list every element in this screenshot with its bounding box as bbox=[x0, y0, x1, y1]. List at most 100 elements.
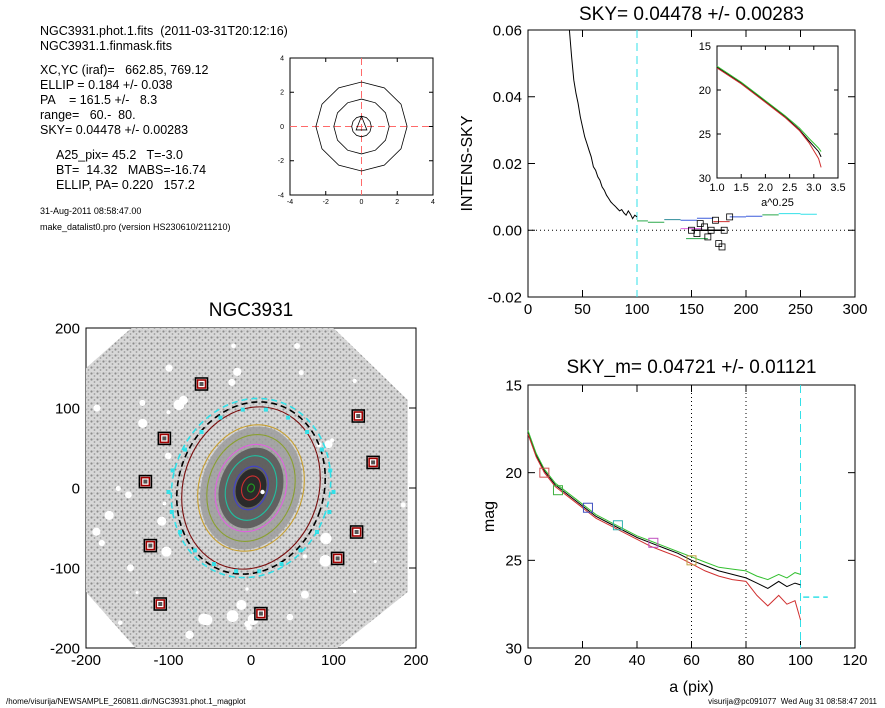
centroid-xtick-label: 4 bbox=[431, 199, 435, 206]
centroid-ytick-label: -2 bbox=[278, 158, 284, 165]
mag-xtick-label: 60 bbox=[683, 652, 700, 669]
map-ytick-label: 200 bbox=[55, 320, 80, 337]
map-mask-box-inner bbox=[140, 476, 151, 487]
inset-profile-line bbox=[716, 65, 822, 152]
map-mask-hole bbox=[92, 527, 101, 536]
map-xtick-label: 100 bbox=[321, 652, 346, 669]
map-mask-hole bbox=[294, 343, 301, 349]
mag-marker bbox=[612, 520, 623, 531]
sky-annulus-point bbox=[704, 233, 712, 241]
map-sky-sample bbox=[170, 468, 175, 473]
map-mask-hole bbox=[226, 610, 239, 623]
mag-ylabel: mag bbox=[481, 501, 498, 532]
map-sky-sample bbox=[331, 490, 336, 494]
sky-annulus-point bbox=[726, 213, 734, 221]
galaxy-map-plot: -200 -100 0 100 200 -200 -100 0 100 200 NGC3931 bbox=[50, 300, 429, 669]
mag-xlabel: a (pix) bbox=[669, 679, 713, 696]
mag-xtick-label: 40 bbox=[629, 652, 646, 669]
map-mask-hole bbox=[162, 501, 167, 506]
inset-xtick-label: 2.0 bbox=[758, 182, 773, 194]
sky-annulus-point bbox=[720, 226, 728, 234]
derived-ellip-pa: ELLIP, PA= 0.220 157.2 bbox=[56, 178, 195, 192]
inset-ytick-label: 20 bbox=[699, 85, 711, 97]
map-ytick-label: -200 bbox=[50, 640, 80, 657]
map-mask-hole bbox=[233, 367, 242, 376]
centroid-xtick-label: -4 bbox=[287, 199, 293, 206]
mag-profile-plot: 0 20 40 60 80 100 120 15 20 25 30 SKY_m= 0.04721 +/… bbox=[481, 357, 868, 696]
centroid-ytick-label: 4 bbox=[280, 55, 284, 62]
map-mask-hole bbox=[324, 440, 333, 449]
map-mask-hole bbox=[352, 589, 357, 594]
mag-xtick-label: 20 bbox=[574, 652, 591, 669]
sky-xtick-label: 250 bbox=[788, 301, 813, 318]
sky-ytick-label: 0.00 bbox=[493, 223, 522, 240]
map-isophote bbox=[214, 443, 288, 533]
map-sky-sample bbox=[319, 447, 324, 452]
mag-frame bbox=[527, 384, 856, 649]
map-field bbox=[86, 328, 408, 648]
map-sky-sample bbox=[298, 548, 303, 553]
map-mask-hole bbox=[298, 370, 304, 376]
map-mask-hole bbox=[125, 491, 132, 499]
inset-frame bbox=[716, 45, 839, 179]
centroid-contour bbox=[351, 115, 372, 138]
centroid-core-contour bbox=[355, 116, 368, 131]
inset-ytick-label: 15 bbox=[699, 41, 711, 53]
mag-marker bbox=[648, 537, 659, 548]
map-mask-box-core bbox=[148, 543, 153, 548]
map-xtick-label: -100 bbox=[153, 652, 183, 669]
map-mask-hole bbox=[173, 399, 185, 411]
map-mask-hole bbox=[320, 532, 332, 545]
map-isophote bbox=[247, 483, 255, 493]
inset-xtick-label: 1.5 bbox=[734, 182, 749, 194]
program-version: make_datalist0.pro (version HS230610/211… bbox=[40, 222, 231, 232]
map-mask-hole bbox=[245, 587, 249, 591]
map-sky-sample bbox=[327, 510, 332, 514]
param-sky: SKY= 0.04478 +/- 0.00283 bbox=[40, 123, 189, 137]
map-isophote bbox=[233, 465, 269, 511]
map-sky-sample bbox=[199, 430, 204, 434]
centroid-ytick-label: -4 bbox=[278, 192, 284, 199]
run-date: 31-Aug-2011 08:58:47.00 bbox=[40, 206, 142, 216]
map-isophote bbox=[240, 475, 262, 501]
mag-ytick-label: 20 bbox=[505, 465, 522, 482]
sky-xtick-label: 200 bbox=[733, 301, 758, 318]
inset-xtick-label: 1.0 bbox=[709, 182, 724, 194]
map-sky-sample bbox=[169, 510, 174, 514]
map-mask-box-core bbox=[162, 436, 167, 441]
param-xcyc: XC,YC (iraf)= 662.85, 769.12 bbox=[40, 63, 209, 77]
sky-ylabel: INTENS-SKY bbox=[459, 115, 476, 211]
map-mask-hole bbox=[115, 633, 124, 642]
map-mask-hole bbox=[392, 349, 404, 361]
sky-profile-line bbox=[568, 29, 638, 220]
centroid-contour bbox=[315, 81, 408, 172]
map-mask-hole bbox=[228, 378, 236, 386]
map-mask-box-core bbox=[335, 556, 340, 561]
map-mask-box-inner bbox=[353, 411, 364, 421]
map-sky-sample bbox=[286, 415, 291, 420]
map-title: NGC3931 bbox=[209, 300, 294, 321]
derived-a25: A25_pix= 45.2 T=-3.0 bbox=[56, 148, 183, 162]
centroid-contour-plot: -4 -2 0 2 4 -4 -2 0 2 4 bbox=[278, 55, 435, 206]
map-mask-hole bbox=[185, 630, 194, 639]
map-sky-sample bbox=[279, 562, 284, 566]
map-mask-box-core bbox=[199, 382, 204, 386]
map-isophote bbox=[175, 401, 327, 575]
map-mask-hole bbox=[161, 546, 172, 557]
inset-xtick-label: 3.5 bbox=[830, 182, 845, 194]
inset-xlabel: a^0.25 bbox=[761, 197, 794, 209]
sky-xtick-label: 50 bbox=[574, 301, 591, 318]
map-center-marker bbox=[260, 489, 265, 495]
map-isophote bbox=[224, 455, 278, 521]
mag-profile-line bbox=[527, 433, 801, 621]
mag-xtick-label: 80 bbox=[738, 652, 755, 669]
mag-xtick-label: 0 bbox=[524, 652, 532, 669]
sky-annulus-point bbox=[693, 230, 701, 237]
map-sky-sample bbox=[192, 548, 197, 553]
centroid-xtick-label: 2 bbox=[395, 199, 399, 206]
inset-profile-line bbox=[716, 66, 822, 158]
centroid-ytick-label: 0 bbox=[280, 124, 284, 131]
sky-ytick-label: -0.02 bbox=[488, 289, 522, 306]
map-sky-sample bbox=[211, 562, 216, 566]
map-mask-box-core bbox=[143, 479, 148, 484]
